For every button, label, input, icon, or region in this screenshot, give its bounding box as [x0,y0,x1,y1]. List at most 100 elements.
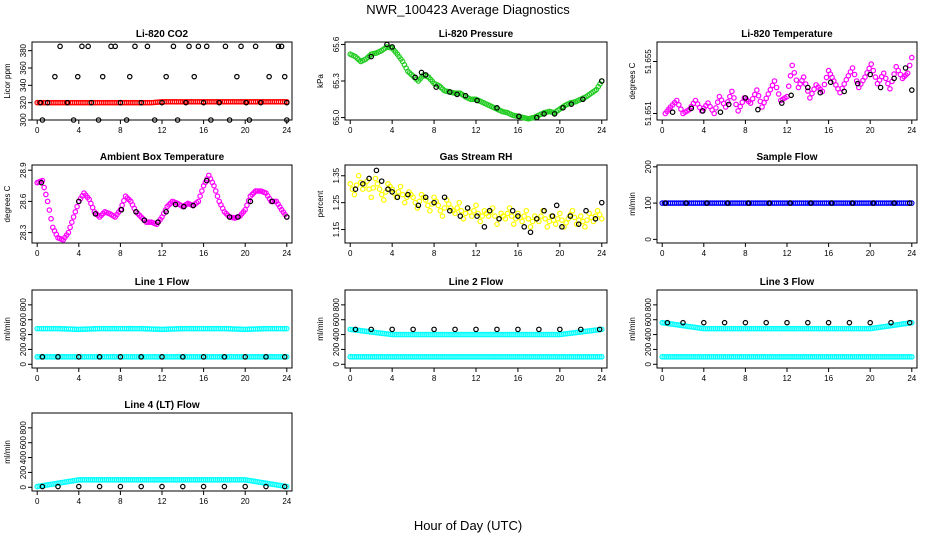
data-point [541,111,547,117]
y-tick-label: 340 [19,78,28,92]
x-tick-label: 4 [390,374,395,383]
x-tick-label: 12 [472,374,481,383]
data-point [99,73,106,80]
data-point [242,354,249,360]
series-cal [39,354,288,360]
data-point [422,72,429,78]
data-point [172,201,179,208]
data-point [544,224,551,230]
data-point [519,218,525,225]
series-cal [38,177,290,226]
panel-title: Sample Flow [756,152,817,163]
data-point [784,319,790,326]
data-point [256,188,262,194]
data-point [180,483,186,490]
data-point [569,207,576,214]
data-point [717,109,724,116]
data-point [474,213,480,219]
data-point [737,103,744,110]
data-point [494,326,500,333]
data-point [598,354,605,360]
data-point [458,207,465,214]
data-point [186,43,192,50]
data-point [446,207,453,214]
data-point [64,99,71,106]
data-point [431,326,437,333]
data-point [243,99,250,106]
data-point [542,215,548,222]
data-point [678,106,684,112]
data-point [281,354,288,360]
panel-title: Line 4 (LT) Flow [124,400,200,411]
data-point [793,77,800,83]
data-point [870,67,877,74]
data-point [266,73,272,80]
data-point [197,193,203,200]
data-point [226,214,233,220]
data-point [195,198,202,205]
data-point [76,354,82,360]
data-point [724,99,731,105]
data-point [85,43,91,50]
data-point [283,117,290,123]
data-point [283,325,290,332]
y-tick-label: 0 [332,362,341,367]
x-tick-label: 24 [282,497,291,506]
data-point [433,84,439,90]
data-point [159,483,165,490]
data-point [755,92,762,99]
x-tick-label: 24 [597,126,606,135]
y-tick-label: 800 [19,298,28,312]
data-point [242,206,249,213]
data-point [112,43,119,50]
x-tick-label: 4 [77,126,82,135]
series-avg [347,172,605,230]
data-point [454,91,460,98]
x-tick-label: 4 [77,249,82,258]
data-point [598,199,605,206]
data-point [221,483,228,490]
data-point [263,483,269,490]
y-tick-label: 0 [19,485,28,490]
data-point [474,97,480,104]
data-point [138,354,145,360]
y-tick-label: 200 [644,160,653,174]
data-point [431,199,437,206]
data-point [39,483,46,490]
x-tick-label: 24 [282,249,291,258]
x-tick-label: 12 [158,497,167,506]
data-point [908,54,915,61]
data-point [825,319,832,326]
data-point [568,101,575,107]
x-tick-label: 4 [77,374,82,383]
x-tick-label: 4 [390,249,395,258]
data-point [389,189,395,195]
series-sample [659,319,915,332]
data-point [817,89,824,96]
data-point [767,86,774,93]
data-point [582,224,588,230]
data-point [283,483,290,490]
data-point [74,73,81,80]
series-avg [662,54,915,117]
series-low [34,354,290,360]
plot-frame [344,164,608,244]
data-point [509,207,516,214]
data-point [471,96,478,103]
data-point [427,207,433,214]
data-point [410,326,416,333]
series-cal [37,43,290,123]
data-point [510,221,517,227]
data-point [549,213,556,219]
data-point [849,65,856,71]
data-point [397,183,404,190]
data-point [529,218,536,225]
data-point [271,198,278,205]
data-point [877,84,884,91]
series-sample [34,325,290,333]
panel-title: Li-820 Temperature [741,29,833,40]
series-cal [664,319,913,326]
data-point [422,194,429,201]
data-point [372,175,379,182]
x-tick-label: 24 [907,249,916,258]
